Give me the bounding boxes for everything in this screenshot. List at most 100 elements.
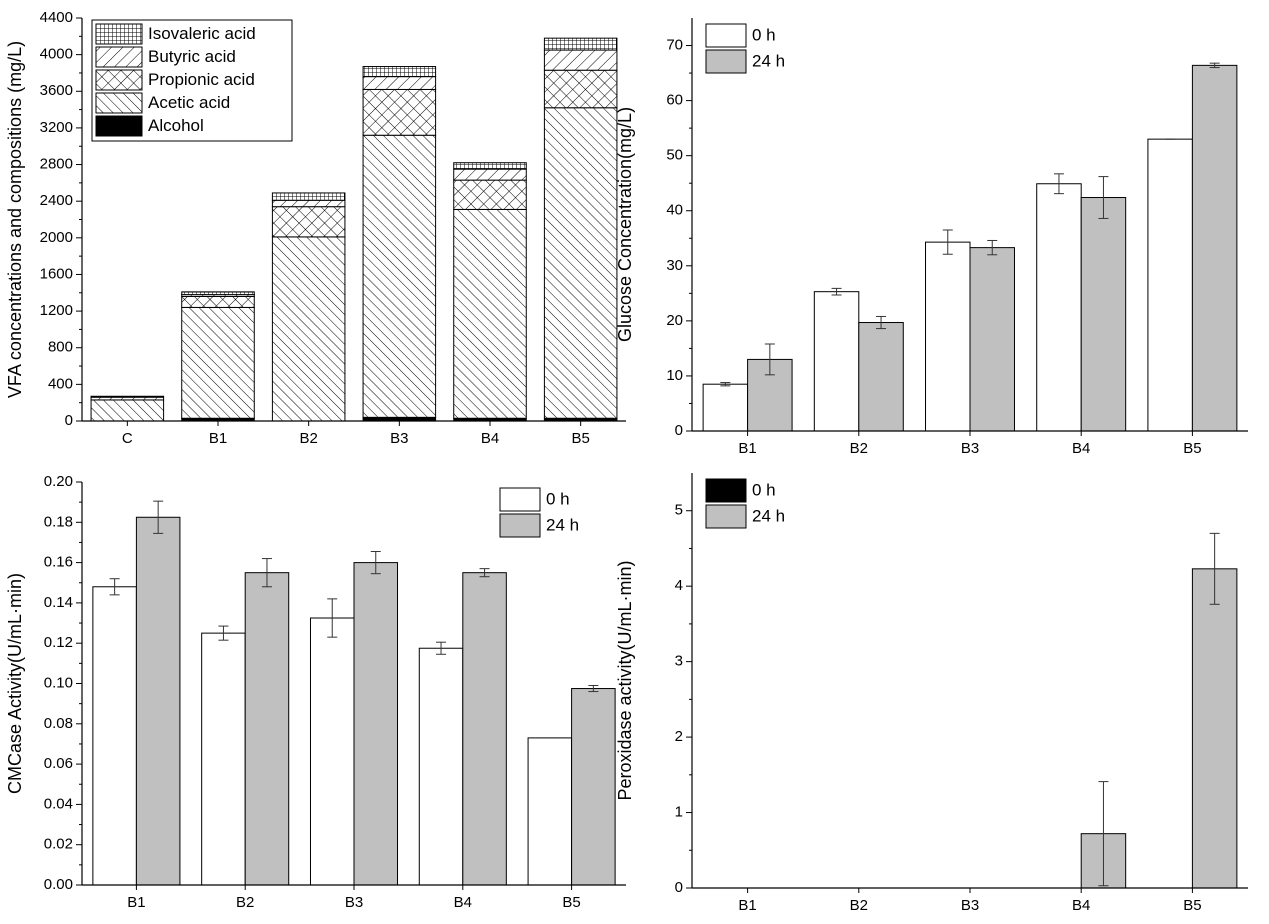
y-tick-label: 3600 xyxy=(40,82,73,99)
y-tick-label: 3 xyxy=(675,653,683,670)
bar xyxy=(1080,197,1127,432)
y-tick-label: 4000 xyxy=(40,46,73,63)
x-tick-label: B1 xyxy=(209,430,227,447)
y-tick-label: 0.20 xyxy=(44,473,73,490)
x-tick-label: B3 xyxy=(345,894,363,911)
y-tick-label: 70 xyxy=(666,37,683,54)
error-bar xyxy=(1098,176,1109,219)
error-bar xyxy=(764,343,775,376)
bar xyxy=(527,737,573,886)
bar-segment xyxy=(453,208,527,419)
y-tick-label: 0 xyxy=(65,412,73,429)
y-tick-label: 0.00 xyxy=(44,876,73,893)
legend-label: 24 h xyxy=(546,515,579,534)
x-tick-label: B3 xyxy=(961,440,979,457)
y-tick-label: 0.02 xyxy=(44,836,73,853)
y-tick-label: 400 xyxy=(48,375,73,392)
error-bar xyxy=(876,315,887,330)
error-bar xyxy=(1053,173,1064,195)
bar-segment xyxy=(181,306,255,419)
y-tick-label: 2000 xyxy=(40,229,73,246)
y-tick-label: 0.12 xyxy=(44,634,73,651)
y-tick-label: 2 xyxy=(675,728,683,745)
x-tick-label: B4 xyxy=(1072,897,1090,914)
y-tick-label: 0.04 xyxy=(44,795,73,812)
legend-swatch xyxy=(95,46,143,68)
bar xyxy=(244,572,290,886)
error-bar xyxy=(720,382,731,387)
error-bar xyxy=(109,578,120,596)
bar xyxy=(1147,138,1193,432)
bar xyxy=(969,247,1015,432)
legend-swatch xyxy=(499,513,541,538)
bar-segment xyxy=(543,49,618,71)
x-tick-label: B5 xyxy=(1183,897,1201,914)
y-tick-label: 50 xyxy=(666,147,683,164)
legend-swatch xyxy=(705,49,747,74)
legend-swatch xyxy=(705,504,747,529)
bar-segment xyxy=(181,291,255,296)
y-tick-label: 40 xyxy=(666,202,683,219)
bar-segment xyxy=(543,107,618,419)
legend-label: 0 h xyxy=(752,25,776,44)
error-bar xyxy=(831,287,842,296)
legend-swatch xyxy=(705,478,747,503)
y-axis-label: Glucose Concentration(mg/L) xyxy=(615,107,635,342)
bar-segment xyxy=(362,88,437,136)
x-tick-label: B2 xyxy=(850,897,868,914)
error-bar xyxy=(588,685,599,693)
legend-swatch xyxy=(705,23,747,48)
error-bar xyxy=(987,239,998,256)
legend-label: Alcohol xyxy=(148,116,204,135)
bar xyxy=(1036,183,1082,432)
x-tick-label: B4 xyxy=(454,894,472,911)
y-tick-label: 2800 xyxy=(40,156,73,173)
y-tick-label: 0 xyxy=(675,879,683,896)
x-tick-label: B1 xyxy=(127,894,145,911)
y-axis-label: VFA concentrations and compositions (mg/… xyxy=(5,41,25,398)
bar-segment xyxy=(271,236,346,422)
error-bar xyxy=(1098,781,1109,887)
y-tick-label: 0 xyxy=(675,422,683,439)
x-tick-label: C xyxy=(122,430,133,447)
bar xyxy=(1191,64,1238,432)
legend-label: Butyric acid xyxy=(148,47,236,66)
y-tick-label: 0.10 xyxy=(44,674,73,691)
x-tick-label: B5 xyxy=(571,430,589,447)
bar xyxy=(571,688,616,886)
y-axis-label: Peroxidase activity(U/mL·min) xyxy=(615,560,635,800)
x-tick-label: B3 xyxy=(961,897,979,914)
x-tick-label: B4 xyxy=(481,430,499,447)
bar xyxy=(702,383,749,432)
y-tick-label: 60 xyxy=(666,92,683,109)
y-tick-label: 1200 xyxy=(40,302,73,319)
legend-swatch xyxy=(95,92,143,114)
y-tick-label: 1600 xyxy=(40,265,73,282)
x-tick-label: B4 xyxy=(1072,440,1090,457)
bar-segment xyxy=(271,199,346,208)
x-tick-label: B5 xyxy=(1183,440,1201,457)
bar-segment xyxy=(453,168,527,181)
error-bar xyxy=(479,568,490,578)
bar xyxy=(858,322,904,432)
bar-segment xyxy=(181,295,255,308)
legend-label: 24 h xyxy=(752,506,785,525)
y-axis-label: CMCase Activity(U/mL·min) xyxy=(5,573,25,794)
legend-label: Propionic acid xyxy=(148,70,255,89)
x-tick-label: B1 xyxy=(738,897,756,914)
bar xyxy=(925,241,971,432)
y-tick-label: 0.16 xyxy=(44,554,73,571)
bar xyxy=(201,632,246,886)
bar xyxy=(462,572,507,886)
y-tick-label: 3200 xyxy=(40,119,73,136)
y-tick-label: 20 xyxy=(666,312,683,329)
legend-label: Isovaleric acid xyxy=(148,24,256,43)
bar-segment xyxy=(453,179,527,210)
legend-label: 24 h xyxy=(752,51,785,70)
y-tick-label: 5 xyxy=(675,502,683,519)
bar xyxy=(135,516,181,886)
y-tick-label: 800 xyxy=(48,339,73,356)
bar-segment xyxy=(90,395,165,398)
legend-label: Acetic acid xyxy=(148,93,230,112)
bar-segment xyxy=(453,162,527,170)
